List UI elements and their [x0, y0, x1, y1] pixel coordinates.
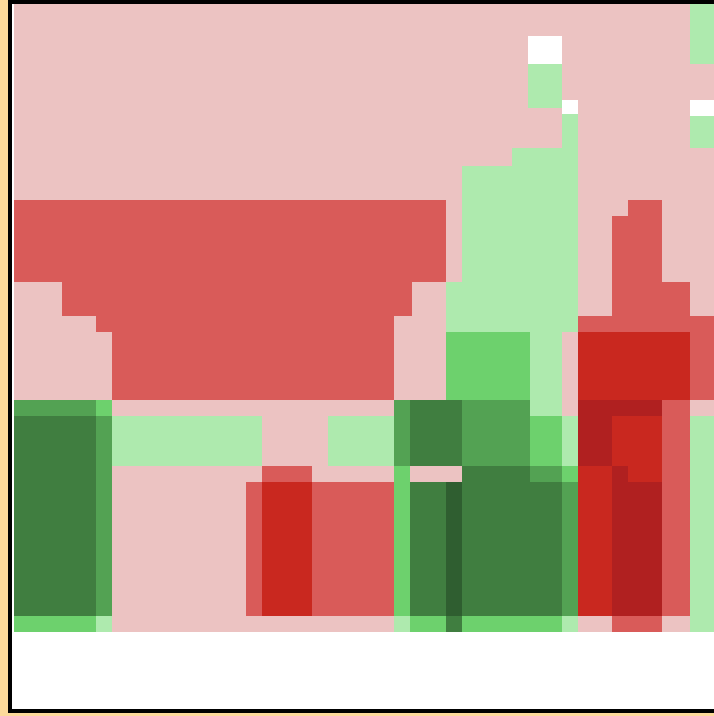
map-cell[interactable] — [14, 416, 96, 466]
map-cell[interactable] — [410, 482, 446, 616]
map-cell[interactable] — [690, 116, 714, 148]
map-cell[interactable] — [578, 416, 612, 466]
map-cell[interactable] — [328, 416, 394, 466]
map-cell[interactable] — [562, 332, 578, 416]
map-cell[interactable] — [562, 482, 578, 616]
map-cell[interactable] — [528, 36, 562, 64]
map-cell[interactable] — [530, 466, 562, 482]
map-cell[interactable] — [562, 100, 578, 116]
map-cell[interactable] — [662, 616, 690, 632]
map-cell[interactable] — [410, 616, 446, 632]
map-cell[interactable] — [612, 216, 662, 316]
map-cell[interactable] — [14, 400, 96, 416]
map-cell[interactable] — [578, 616, 612, 632]
map-cell[interactable] — [530, 416, 562, 466]
map-cell[interactable] — [14, 466, 96, 616]
map-cell[interactable] — [612, 466, 628, 616]
map-cell[interactable] — [394, 400, 410, 416]
map-cell[interactable] — [530, 332, 562, 416]
map-cell[interactable] — [410, 416, 462, 466]
map-cell[interactable] — [262, 482, 312, 616]
map-cell[interactable] — [446, 332, 530, 400]
map-cell[interactable] — [112, 332, 394, 400]
map-cell[interactable] — [462, 400, 530, 466]
map-cell[interactable] — [446, 282, 578, 332]
map-cell[interactable] — [562, 466, 578, 482]
map-cell[interactable] — [246, 482, 262, 616]
map-cell[interactable] — [96, 616, 112, 632]
map-cell[interactable] — [62, 282, 412, 316]
map-cell[interactable] — [662, 400, 690, 616]
map-cell[interactable] — [628, 466, 662, 482]
map-cell[interactable] — [662, 282, 690, 316]
map-cell[interactable] — [562, 416, 578, 466]
map-cell[interactable] — [690, 332, 714, 400]
map-cell[interactable] — [690, 416, 714, 632]
map-cell[interactable] — [612, 616, 662, 632]
map-cell[interactable] — [96, 416, 112, 616]
map-cell[interactable] — [446, 400, 462, 416]
map-cell[interactable] — [394, 616, 410, 632]
map-cell[interactable] — [690, 616, 714, 632]
map-cell[interactable] — [578, 332, 690, 400]
map-cell[interactable] — [462, 466, 530, 482]
map-cell[interactable] — [690, 100, 714, 116]
map-cell[interactable] — [690, 4, 714, 64]
map-cell[interactable] — [528, 64, 562, 108]
map-cell[interactable] — [262, 466, 312, 482]
game-board-frame — [8, 0, 714, 713]
map-cell[interactable] — [410, 400, 446, 416]
map-cell[interactable] — [312, 482, 394, 616]
map-cell[interactable] — [112, 416, 262, 466]
map-cell[interactable] — [394, 466, 410, 616]
map-cell[interactable] — [462, 616, 562, 632]
map-cell[interactable] — [96, 400, 112, 416]
map-cell[interactable] — [612, 416, 662, 466]
map-cell[interactable] — [96, 316, 394, 332]
map-cell[interactable] — [578, 466, 612, 616]
map-cell[interactable] — [462, 482, 562, 616]
map-cell[interactable] — [446, 482, 462, 616]
map-cell[interactable] — [394, 416, 410, 466]
map-cell[interactable] — [512, 148, 562, 168]
map-cell[interactable] — [462, 200, 578, 282]
map-cell[interactable] — [446, 616, 462, 632]
map-cell[interactable] — [14, 200, 446, 282]
map-cell[interactable] — [14, 616, 96, 632]
map-cell[interactable] — [628, 200, 662, 216]
map-cell[interactable] — [462, 166, 578, 200]
heatmap-grid[interactable] — [14, 4, 714, 632]
map-cell[interactable] — [562, 616, 578, 632]
map-cell[interactable] — [578, 316, 714, 332]
map-cell[interactable] — [628, 482, 662, 616]
